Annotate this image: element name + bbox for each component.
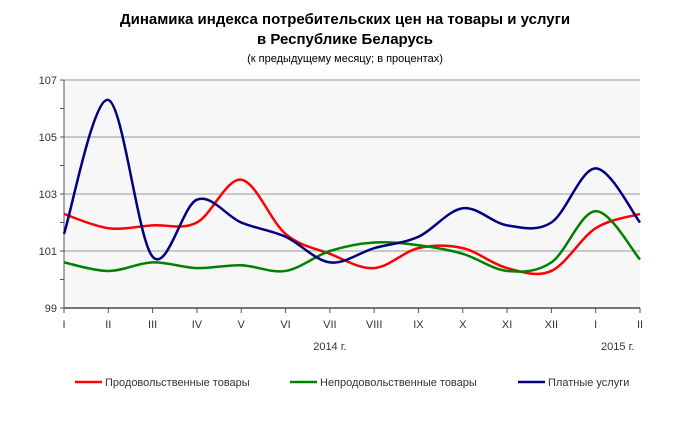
chart-subtitle: (к предыдущему месяцу; в процентах) (247, 53, 443, 65)
y-tick-label: 107 (39, 75, 57, 87)
series-line-0 (63, 178, 641, 276)
x-tick-label: IV (192, 319, 203, 331)
x-tick-label: II (105, 319, 111, 331)
chart-title-line2: в Республике Беларусь (256, 31, 434, 48)
x-tick-label: VIII (366, 319, 383, 331)
x-tick-label: VII (323, 319, 336, 331)
legend-label: Платные услуги (548, 377, 629, 389)
y-tick-label: 103 (39, 189, 57, 201)
y-tick-label: 99 (45, 303, 57, 315)
year-label: 2014 г. (313, 341, 346, 353)
legend-label: Продовольственные товары (105, 377, 250, 389)
y-tick-label: 101 (39, 246, 57, 258)
x-tick-label: X (459, 319, 467, 331)
legend-label: Непродовольственные товары (320, 377, 477, 389)
x-tick-label: IX (413, 319, 424, 331)
x-tick-label: II (637, 319, 643, 331)
x-tick-label: V (238, 319, 246, 331)
x-tick-label: XII (545, 319, 558, 331)
x-tick-label: I (62, 319, 65, 331)
x-tick-label: VI (280, 319, 290, 331)
y-tick-label: 105 (39, 132, 57, 144)
x-tick-label: XI (502, 319, 512, 331)
year-label: 2015 г. (601, 341, 634, 353)
x-tick-label: III (148, 319, 157, 331)
x-tick-label: I (594, 319, 597, 331)
chart-title: Динамика индекса потребительских цен на … (119, 11, 571, 28)
